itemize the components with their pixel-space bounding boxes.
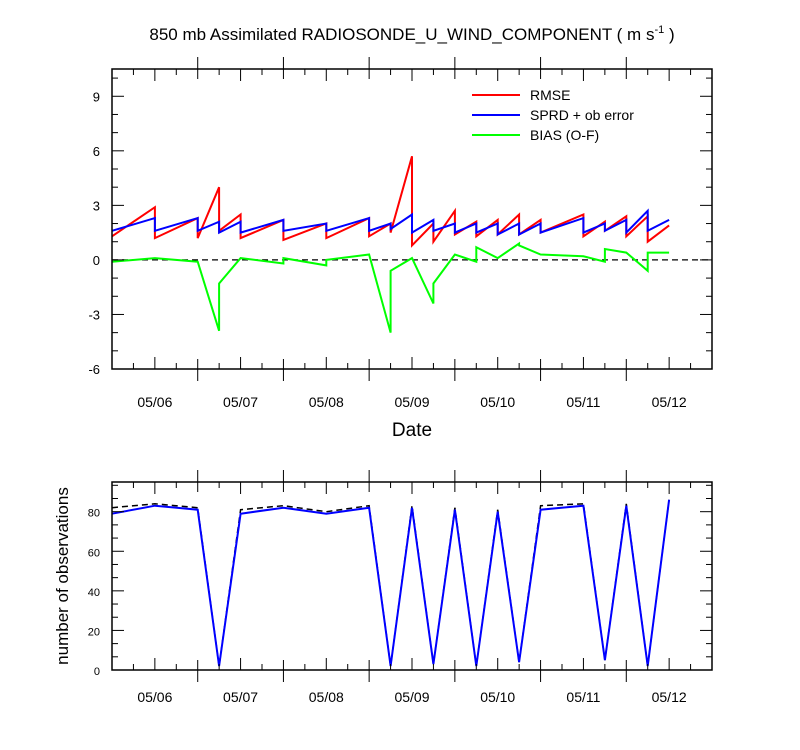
legend-label-bias-o-f: BIAS (O-F) xyxy=(530,127,599,143)
chart-title: 850 mb Assimilated RADIOSONDE_U_WIND_COM… xyxy=(149,24,674,44)
y-tick-label: 0 xyxy=(93,253,100,268)
bottom-plot-frame xyxy=(111,481,713,671)
bottom-series-group xyxy=(111,499,671,667)
x-tick-label: 05/08 xyxy=(309,394,344,410)
series-line-bias-o-f xyxy=(111,241,670,333)
y-tick-label: 60 xyxy=(88,547,100,559)
y-tick-label: 20 xyxy=(88,626,100,638)
y-axis-label-observations: number of observations xyxy=(53,487,72,665)
x-axis-label: Date xyxy=(392,420,432,441)
y-tick-label: 9 xyxy=(93,89,100,104)
series-line-sprd-ob-error xyxy=(111,208,670,237)
y-tick-label: 40 xyxy=(88,587,100,599)
chart-title-unit-exponent: -1 xyxy=(654,24,664,36)
top-axis-ticks: -6 -3 0 3 6 9 05/06 05/07 05/08 05/09 05/10 05/11 05… xyxy=(88,57,712,410)
x-tick-label: 05/07 xyxy=(223,394,258,410)
top-series-group xyxy=(111,156,670,333)
x-tick-label: 05/08 xyxy=(309,689,344,705)
x-tick-label: 05/10 xyxy=(480,689,515,705)
y-tick-label: 0 xyxy=(94,666,100,678)
x-tick-label: 05/07 xyxy=(223,689,258,705)
x-tick-label: 05/06 xyxy=(137,394,172,410)
y-tick-label: 6 xyxy=(93,144,100,159)
top-plot-frame xyxy=(111,68,713,370)
series-line-assimilated-observations xyxy=(111,499,671,667)
x-tick-label: 05/11 xyxy=(566,394,600,410)
x-tick-label: 05/12 xyxy=(652,689,687,705)
y-tick-label: -6 xyxy=(88,362,100,377)
legend-label-rmse: RMSE xyxy=(530,87,570,103)
x-tick-label: 05/11 xyxy=(566,689,600,705)
x-tick-label: 05/09 xyxy=(394,394,429,410)
legend: RMSE SPRD + ob error BIAS (O-F) xyxy=(472,87,634,143)
chart-title-main: 850 mb Assimilated RADIOSONDE_U_WIND_COM… xyxy=(149,25,654,44)
x-tick-label: 05/06 xyxy=(137,689,172,705)
chart-title-suffix: ) xyxy=(664,25,674,44)
y-tick-label: 3 xyxy=(93,198,100,213)
x-tick-label: 05/12 xyxy=(652,394,687,410)
x-tick-label: 05/10 xyxy=(480,394,515,410)
y-tick-label: 80 xyxy=(88,508,100,520)
legend-label-sprd-ob-error: SPRD + ob error xyxy=(530,107,634,123)
y-tick-label: -3 xyxy=(88,307,100,322)
x-tick-label: 05/09 xyxy=(394,689,429,705)
